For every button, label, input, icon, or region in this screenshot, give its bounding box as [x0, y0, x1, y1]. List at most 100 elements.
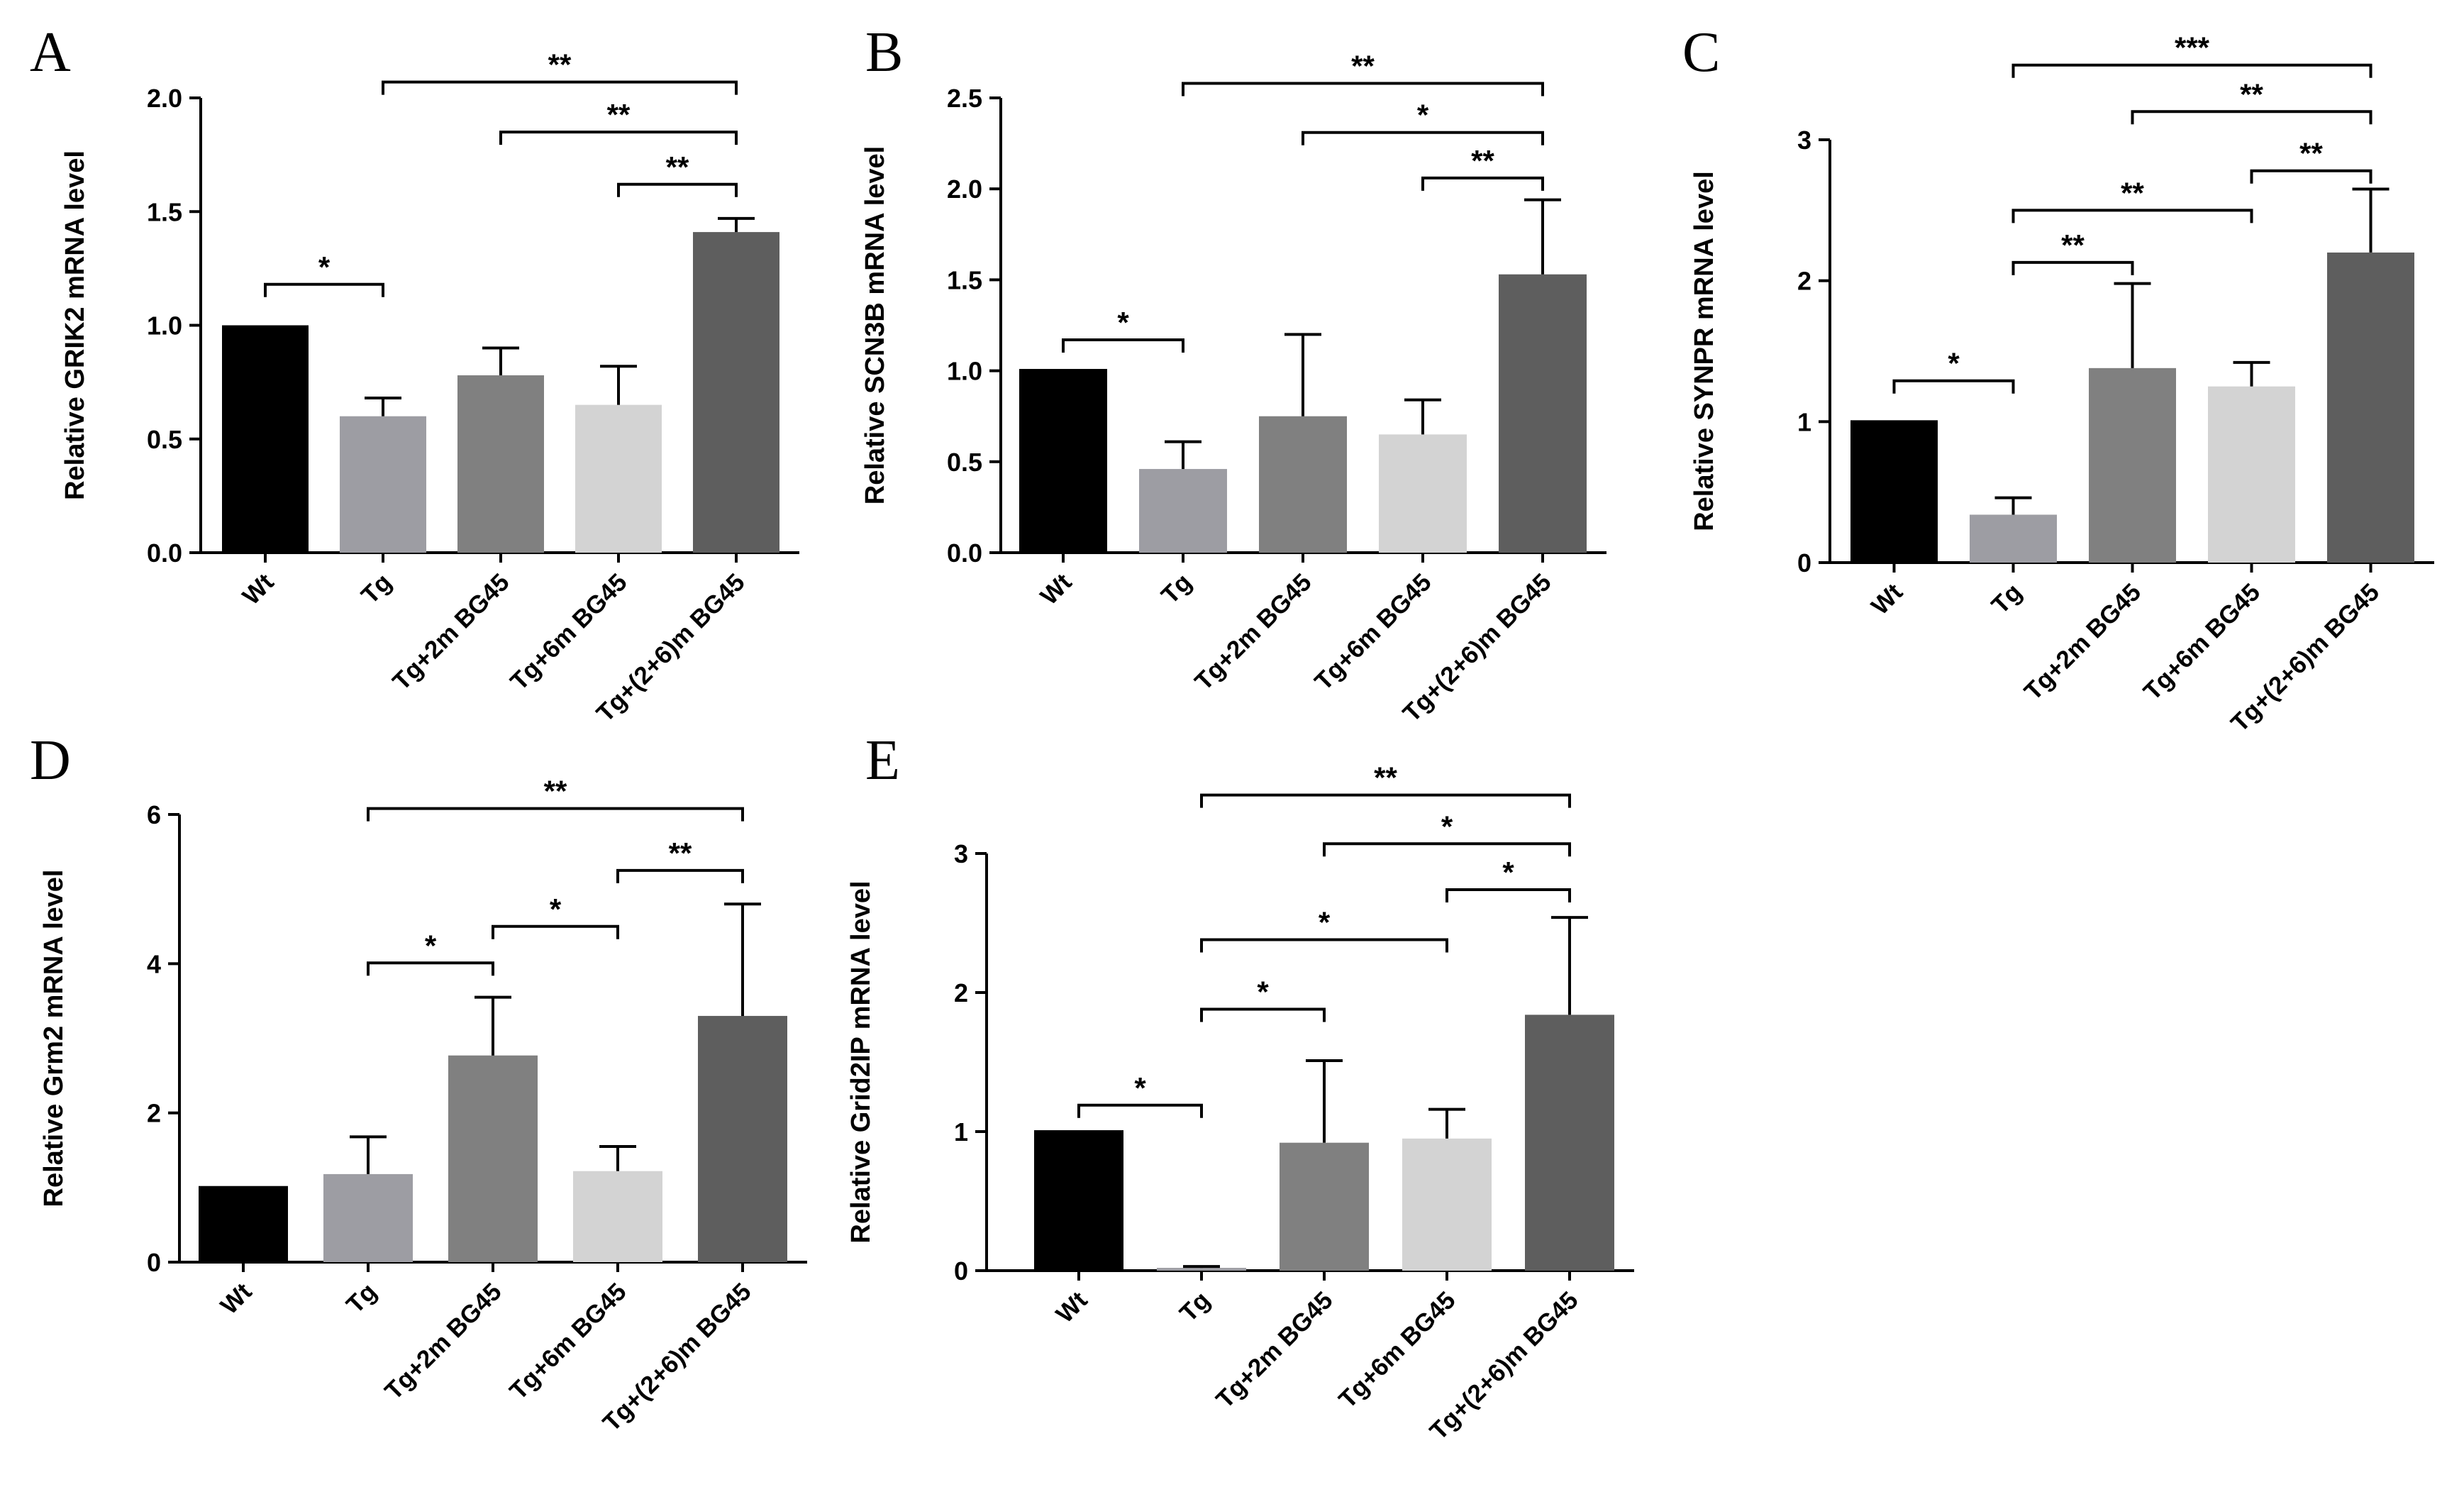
significance-bracket: [367, 807, 744, 822]
y-axis-label: Relative Grm2 mRNA level: [39, 870, 69, 1208]
significance-bracket: [1200, 1007, 1326, 1022]
y-tick-label: 1: [1797, 407, 1811, 436]
bar: [2208, 386, 2295, 563]
significance-bracket: [1323, 842, 1571, 857]
y-tick-label: 1.5: [947, 265, 982, 294]
significance-bracket: [2011, 63, 2373, 78]
y-tick-label: 2: [147, 1099, 161, 1128]
panel-letter: A: [30, 21, 71, 84]
bar: [1157, 1268, 1246, 1271]
significance-bracket: [1445, 888, 1571, 902]
bar: [199, 1186, 288, 1262]
y-tick-label: 0: [1797, 548, 1811, 578]
significance-bracket: [1062, 338, 1184, 353]
significance-bracket: [264, 282, 384, 297]
significance-label: **: [2121, 176, 2144, 209]
significance-bracket: [1077, 1103, 1203, 1118]
significance-label: *: [1319, 906, 1331, 939]
significance-label: **: [544, 775, 567, 808]
y-tick-label: 1.0: [147, 311, 182, 341]
y-tick-label: 0.5: [947, 448, 982, 477]
y-tick-label: 0.0: [147, 538, 182, 568]
significance-bracket: [2011, 209, 2253, 223]
significance-label: **: [2240, 77, 2263, 111]
y-axis-label: Relative SYNPR mRNA level: [1689, 171, 1719, 531]
bar: [1499, 274, 1587, 553]
y-tick-label: 2: [954, 978, 968, 1007]
significance-label: ***: [2175, 31, 2210, 65]
significance-label: *: [1257, 976, 1269, 1009]
bar: [1525, 1015, 1614, 1271]
bar: [693, 232, 779, 553]
significance-label: *: [1502, 856, 1514, 889]
y-tick-label: 0.5: [147, 425, 182, 454]
significance-label: **: [1351, 49, 1375, 82]
significance-label: *: [1117, 306, 1129, 339]
significance-label: **: [548, 48, 572, 82]
panel-letter: B: [865, 21, 903, 84]
y-tick-label: 3: [1797, 126, 1811, 155]
y-tick-label: 0.0: [947, 538, 982, 568]
y-tick-label: 1.5: [147, 197, 182, 226]
significance-bracket: [367, 961, 494, 976]
significance-bracket: [2011, 260, 2134, 275]
significance-label: *: [1441, 809, 1453, 843]
y-tick-label: 6: [147, 800, 161, 829]
panel-a: A Relative GRIK2 mRNA level 0.0 0.5 1.0 1.5 2.…: [30, 21, 799, 727]
y-tick-label: 2.5: [947, 84, 982, 113]
y-tick-label: 2.0: [947, 175, 982, 204]
y-axis-label: Relative GRIK2 mRNA level: [60, 150, 90, 500]
panel-letter: D: [30, 729, 71, 792]
significance-label: *: [1417, 99, 1429, 132]
bar: [698, 1015, 787, 1262]
bar: [2327, 252, 2414, 563]
bar: [323, 1173, 413, 1262]
bar: [1379, 434, 1467, 553]
bar: [457, 375, 544, 553]
panel-letter: E: [865, 729, 900, 792]
significance-label: **: [666, 150, 689, 184]
bar: [1139, 469, 1227, 553]
significance-bracket: [1892, 379, 2015, 394]
y-axis-label: Relative Grid2IP mRNA level: [846, 880, 876, 1243]
significance-bracket: [2250, 169, 2373, 184]
panel-letter: C: [1682, 21, 1720, 84]
y-tick-label: 1: [954, 1117, 968, 1146]
significance-bracket: [1421, 176, 1544, 191]
y-tick-label: 0: [954, 1256, 968, 1286]
significance-label: *: [1134, 1071, 1146, 1105]
y-tick-label: 3: [954, 839, 968, 868]
significance-label: *: [318, 250, 331, 284]
bar: [1970, 514, 2057, 563]
bar: [1019, 369, 1107, 553]
significance-bracket: [1302, 131, 1544, 145]
bar: [1280, 1142, 1369, 1271]
significance-bracket: [492, 924, 619, 939]
significance-label: **: [2299, 137, 2323, 170]
significance-label: **: [2061, 228, 2085, 262]
bar: [1850, 420, 1938, 563]
bar: [575, 404, 662, 553]
significance-bracket: [617, 182, 738, 197]
significance-bracket: [1200, 938, 1448, 953]
significance-label: *: [550, 893, 562, 926]
bar: [1259, 416, 1347, 553]
significance-bracket: [1200, 793, 1571, 808]
significance-bracket: [616, 868, 744, 883]
significance-bracket: [2131, 110, 2373, 125]
significance-bracket: [499, 131, 738, 145]
y-axis-label: Relative SCN3B mRNA level: [860, 146, 890, 504]
significance-label: **: [669, 836, 692, 870]
bar: [448, 1055, 538, 1262]
significance-bracket: [1182, 82, 1544, 96]
y-tick-label: 2: [1797, 267, 1811, 296]
bar: [573, 1171, 662, 1262]
y-tick-label: 1.0: [947, 357, 982, 386]
bar: [1402, 1138, 1492, 1271]
bar: [1034, 1130, 1123, 1271]
significance-label: **: [607, 98, 631, 131]
significance-label: **: [1471, 144, 1494, 177]
significance-bracket: [382, 80, 738, 95]
significance-label: *: [425, 929, 437, 962]
